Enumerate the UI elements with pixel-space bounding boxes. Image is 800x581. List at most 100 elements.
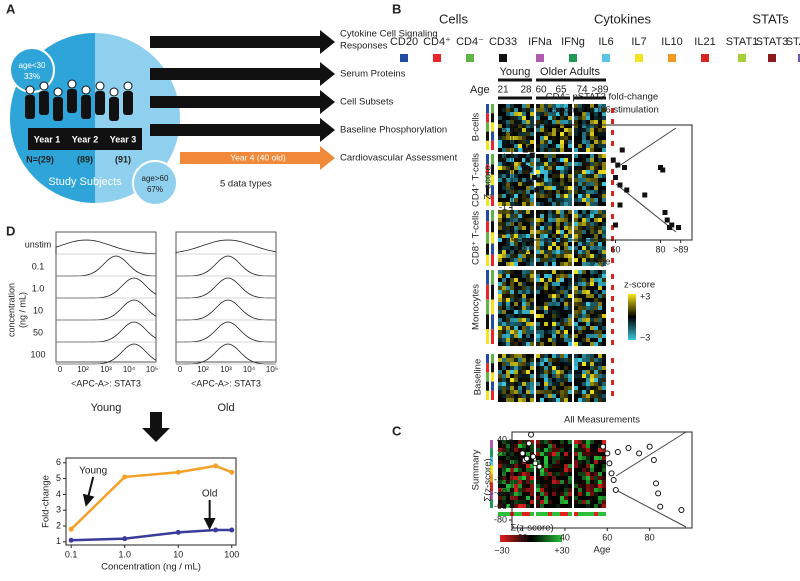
heatmap-cell xyxy=(540,394,544,398)
heatmap-cell xyxy=(582,390,586,394)
heatmap-cell xyxy=(586,262,590,266)
side-strip xyxy=(491,185,494,196)
person-head xyxy=(39,81,49,91)
heatmap-cell xyxy=(594,358,598,362)
heatmap-cell xyxy=(556,120,560,124)
summary-total xyxy=(578,512,582,516)
heatmap-cell xyxy=(586,124,590,128)
heatmap-cell xyxy=(556,484,560,488)
heatmap-cell xyxy=(598,330,602,334)
heatmap-cell xyxy=(530,500,534,504)
heatmap-cell xyxy=(518,460,522,464)
histogram-curve xyxy=(56,343,157,365)
heatmap-cell xyxy=(514,464,518,468)
heatmap-cell xyxy=(548,214,552,218)
heatmap-cell xyxy=(564,378,568,382)
heatmap-cell xyxy=(574,488,578,492)
heatmap-cell xyxy=(526,112,530,116)
heatmap-cell xyxy=(502,290,506,294)
heatmap-cell xyxy=(506,374,510,378)
heatmap-cell xyxy=(506,362,510,366)
heatmap-cell xyxy=(548,166,552,170)
heatmap-cell xyxy=(564,382,568,386)
heatmap-cell xyxy=(568,128,572,132)
heatmap-cell xyxy=(602,124,606,128)
heatmap-cell xyxy=(602,132,606,136)
heatmap-cell xyxy=(536,390,540,394)
heatmap-cell xyxy=(526,230,530,234)
side-strip xyxy=(491,154,494,165)
heatmap-cell xyxy=(578,362,582,366)
heatmap-cell xyxy=(556,394,560,398)
right-marker xyxy=(611,119,614,124)
heatmap-cell xyxy=(544,326,548,330)
heatmap-cell xyxy=(574,194,578,198)
heatmap-cell xyxy=(582,294,586,298)
heatmap-cell xyxy=(598,158,602,162)
heatmap-cell xyxy=(556,148,560,152)
heatmap-cell xyxy=(560,440,564,444)
heatmap-cell xyxy=(536,148,540,152)
heatmap-cell xyxy=(544,378,548,382)
arrow xyxy=(180,146,335,170)
heatmap-cell xyxy=(548,258,552,262)
heatmap-cell xyxy=(574,162,578,166)
heatmap-cell xyxy=(502,104,506,108)
heatmap-cell xyxy=(522,290,526,294)
y-tick-label: 6 xyxy=(56,457,61,467)
heatmap-cell xyxy=(530,334,534,338)
heatmap-cell xyxy=(578,342,582,346)
heatmap-cell xyxy=(536,398,540,402)
heatmap-cell xyxy=(514,378,518,382)
heatmap-cell xyxy=(518,338,522,342)
heatmap-cell xyxy=(526,290,530,294)
heatmap-cell xyxy=(544,222,548,226)
point xyxy=(175,529,181,535)
side-strip xyxy=(486,131,489,141)
heatmap-cell xyxy=(590,140,594,144)
heatmap-cell xyxy=(510,322,514,326)
heatmap-cell xyxy=(564,310,568,314)
heatmap-cell xyxy=(510,270,514,274)
heatmap-cell xyxy=(578,310,582,314)
heatmap-cell xyxy=(582,162,586,166)
heatmap-cell xyxy=(498,472,502,476)
heatmap-cell xyxy=(574,456,578,460)
heatmap-cell xyxy=(522,448,526,452)
heatmap-cell xyxy=(582,132,586,136)
heatmap-cell xyxy=(598,112,602,116)
panel-d: concentration (ng / mL)unstim0.11.0105010… xyxy=(6,231,278,442)
heatmap-cell xyxy=(564,234,568,238)
y-tick-label: 0 xyxy=(502,461,507,471)
heatmap-cell xyxy=(586,366,590,370)
heatmap-cell xyxy=(506,326,510,330)
heatmap-cell xyxy=(598,366,602,370)
heatmap-cell xyxy=(540,294,544,298)
heatmap-cell xyxy=(590,210,594,214)
heatmap-cell xyxy=(574,500,578,504)
heatmap-cell xyxy=(530,258,534,262)
heatmap-cell xyxy=(598,148,602,152)
heatmap-cell xyxy=(548,226,552,230)
summary-total xyxy=(540,512,544,516)
heatmap-cell xyxy=(530,298,534,302)
heatmap-cell xyxy=(568,306,572,310)
heatmap-cell xyxy=(560,274,564,278)
heatmap-cell xyxy=(506,210,510,214)
heatmap-cell xyxy=(548,286,552,290)
heatmap-cell xyxy=(564,214,568,218)
y-tick-label: 0 xyxy=(502,177,507,187)
heatmap-cell xyxy=(502,112,506,116)
point xyxy=(610,157,616,163)
heatmap-cell xyxy=(590,472,594,476)
heatmap-cell xyxy=(602,174,606,178)
heatmap-cell xyxy=(540,322,544,326)
heatmap-cell xyxy=(548,484,552,488)
heatmap-cell xyxy=(548,154,552,158)
heatmap-cell xyxy=(522,480,526,484)
heatmap-cell xyxy=(556,338,560,342)
heatmap-cell xyxy=(590,306,594,310)
heatmap-cell xyxy=(544,194,548,198)
heatmap-cell xyxy=(594,226,598,230)
